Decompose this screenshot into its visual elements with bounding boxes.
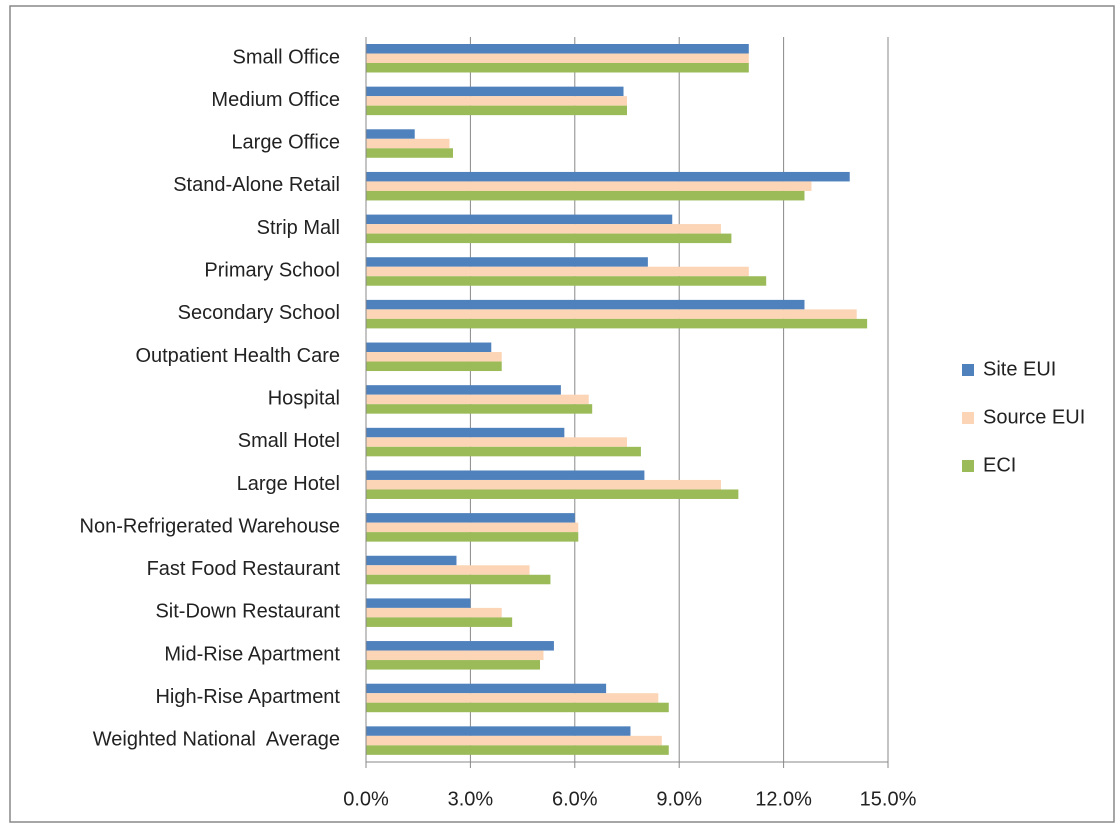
x-tick-label: 15.0% [860, 788, 917, 810]
x-tick-label: 6.0% [552, 788, 598, 810]
bar [366, 660, 540, 670]
bar [366, 44, 749, 54]
bar [366, 361, 502, 372]
y-tick-label: Large Hotel [237, 473, 340, 495]
bar [366, 641, 554, 651]
y-tick-label: Small Office [233, 46, 340, 68]
y-tick-label: High-Rise Apartment [155, 686, 340, 708]
bar [366, 427, 565, 438]
bar [366, 138, 450, 149]
bar [366, 683, 607, 694]
y-tick-label: Strip Mall [257, 217, 340, 239]
y-tick-label: Primary School [204, 260, 340, 282]
y-tick-label: Stand-Alone Retail [173, 174, 340, 196]
y-tick-label: Small Hotel [238, 430, 340, 452]
legend-label: ECI [983, 454, 1016, 476]
bar [366, 437, 627, 447]
bar [366, 385, 561, 395]
y-tick-label: Large Office [231, 132, 340, 154]
x-tick-label: 9.0% [656, 788, 702, 810]
bar [366, 513, 575, 523]
bar [366, 574, 551, 585]
y-tick-label: Outpatient Health Care [135, 345, 340, 367]
bar [366, 214, 673, 225]
bar [366, 105, 627, 116]
bar [366, 735, 662, 746]
bar [366, 702, 669, 713]
legend-swatch [962, 412, 974, 424]
x-tick-label: 12.0% [755, 788, 812, 810]
bar [366, 489, 739, 499]
bar [366, 342, 492, 353]
bar [366, 607, 502, 618]
bar [366, 650, 544, 661]
y-tick-label: Non-Refrigerated Warehouse [80, 515, 341, 537]
bar [366, 352, 502, 362]
y-tick-label: Hospital [268, 387, 340, 409]
bar [366, 598, 471, 608]
bar [366, 299, 805, 310]
x-tick-label: 3.0% [448, 788, 494, 810]
bar [366, 446, 641, 457]
bar [366, 266, 749, 277]
bar [366, 86, 624, 97]
bar [366, 63, 749, 73]
bar [366, 565, 530, 575]
bar [366, 233, 732, 244]
bar [366, 470, 645, 480]
bar [366, 479, 721, 490]
legend-label: Site EUI [983, 358, 1056, 380]
bar [366, 181, 812, 191]
bar [366, 617, 513, 627]
y-tick-label: Fast Food Restaurant [147, 558, 341, 580]
bar [366, 522, 579, 533]
legend-swatch [962, 460, 974, 472]
legend-swatch [962, 364, 974, 376]
bar [366, 309, 857, 319]
y-tick-label: Medium Office [211, 89, 340, 111]
bar [366, 404, 593, 414]
bar [366, 171, 850, 182]
y-tick-label: Mid-Rise Apartment [164, 643, 340, 665]
y-tick-label: Weighted National Average [93, 729, 340, 751]
legend-label: Source EUI [983, 406, 1085, 428]
bar [366, 53, 749, 63]
bar [366, 276, 767, 286]
x-tick-label: 0.0% [343, 788, 389, 810]
bar [366, 532, 579, 542]
bar [366, 394, 589, 405]
bar [366, 190, 805, 201]
bar [366, 257, 648, 267]
bar [366, 318, 868, 329]
bar [366, 555, 457, 566]
bar [366, 224, 721, 234]
bar [366, 726, 631, 736]
bar [366, 148, 453, 158]
bar [366, 693, 659, 703]
bar [366, 129, 415, 139]
y-tick-label: Secondary School [178, 302, 340, 324]
bar [366, 745, 669, 755]
bar [366, 96, 627, 106]
y-tick-label: Sit-Down Restaurant [155, 601, 340, 623]
